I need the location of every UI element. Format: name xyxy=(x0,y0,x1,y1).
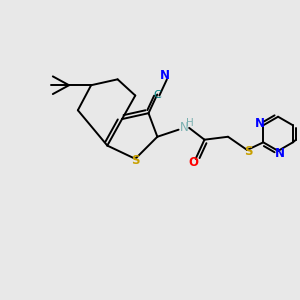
Text: O: O xyxy=(188,156,198,169)
Text: N: N xyxy=(179,122,188,134)
Text: C: C xyxy=(153,89,161,100)
Text: N: N xyxy=(255,117,265,130)
Text: H: H xyxy=(187,118,194,128)
Text: N: N xyxy=(274,147,285,160)
Text: S: S xyxy=(244,145,253,158)
Text: N: N xyxy=(160,69,170,82)
Text: S: S xyxy=(132,154,140,167)
